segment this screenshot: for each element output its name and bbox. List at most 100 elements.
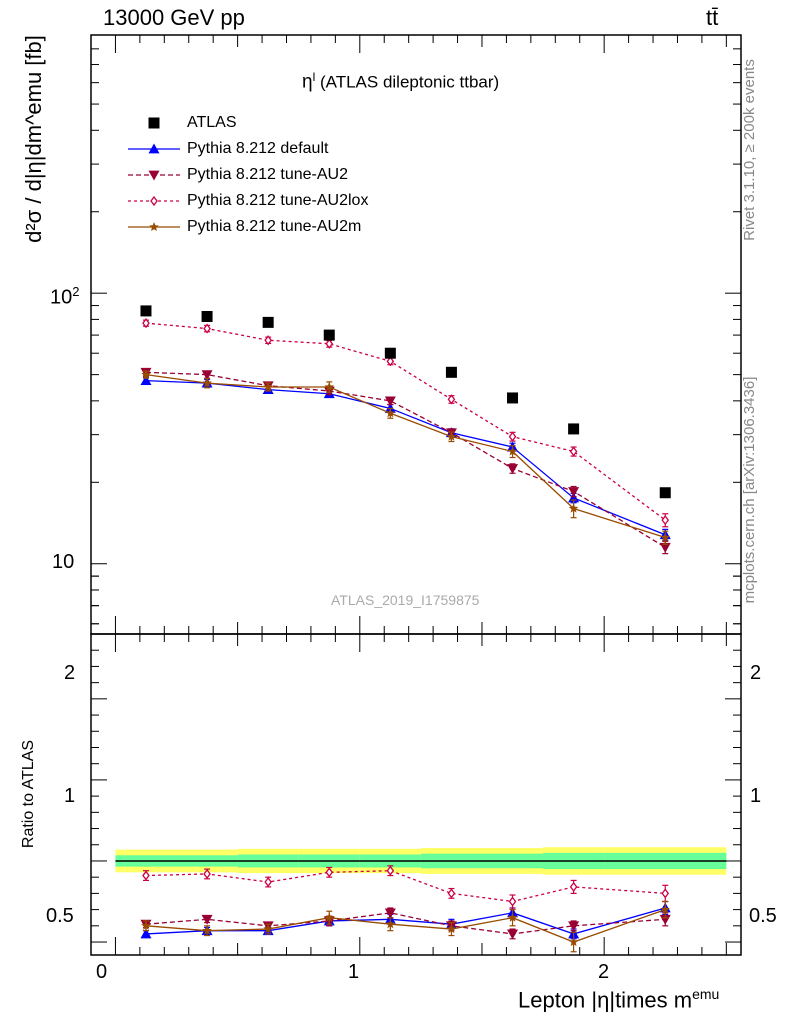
main-point-au2lox: [569, 446, 578, 457]
analysis-watermark: ATLAS_2019_I1759875: [331, 592, 480, 608]
main-point-data: [568, 423, 580, 435]
main-point-au2m: [263, 382, 273, 392]
ratio-point-default: [140, 928, 152, 939]
ratio-line-au2: [145, 912, 666, 935]
main-point-au2m: [385, 408, 396, 418]
ratio-point-au2: [568, 921, 580, 932]
ratio-point-au2lox: [386, 865, 395, 876]
ratio-point-au2m: [568, 937, 579, 947]
ratio-plot-frame: [90, 633, 742, 956]
main-point-au2: [568, 487, 580, 497]
main-point-au2lox: [142, 318, 150, 329]
ratio-point-au2m: [324, 912, 335, 922]
main-point-data: [445, 366, 457, 378]
main-point-au2m: [141, 369, 151, 379]
main-point-au2m: [568, 503, 579, 513]
legend-entry-au2m: Pythia 8.212 tune-AU2m: [187, 218, 361, 236]
ratio-y-tick-2-right-text: 2: [750, 662, 762, 684]
main-line-au2lox: [145, 322, 666, 521]
legend-marker-au2: [148, 170, 160, 181]
main-point-data: [384, 347, 396, 359]
ratio-point-au2: [201, 914, 213, 925]
y-tick-label-10: 10: [52, 551, 74, 574]
ratio-y-tick-05-right-text: 0.5: [749, 905, 777, 927]
plot-title-sup: l: [312, 70, 316, 84]
ratio-point-au2m: [202, 925, 212, 935]
legend-marker-data: [148, 117, 160, 129]
main-point-au2m: [202, 378, 212, 388]
ratio-point-au2: [507, 929, 519, 940]
main-point-au2m: [446, 431, 457, 441]
ratio-point-au2m: [446, 924, 457, 934]
main-point-au2lox: [661, 515, 670, 526]
ratio-y-tick-2-left-text: 2: [64, 662, 76, 684]
x-tick-label-2: 2: [598, 961, 609, 984]
x-axis-label-text: Lepton |η|times m: [518, 987, 693, 1013]
ratio-point-au2lox: [569, 881, 578, 892]
ratio-y-tick-1-right-text: 1: [750, 785, 762, 807]
legend-marker-au2lox: [150, 195, 158, 207]
main-point-data: [659, 487, 671, 499]
main-point-default: [140, 375, 152, 386]
main-point-au2lox: [386, 356, 395, 367]
process-label: tt̄: [706, 5, 719, 30]
plot-title: ηl (ATLAS dileptonic ttbar): [302, 70, 499, 94]
plot-title-eta: η: [302, 71, 313, 93]
ratio-y-tick-05-left-text: 0.5: [46, 905, 74, 927]
main-point-au2: [201, 370, 213, 381]
main-point-au2lox: [447, 394, 456, 405]
legend-entry-au2lox: Pythia 8.212 tune-AU2lox: [187, 192, 368, 210]
ratio-point-au2lox: [508, 896, 517, 907]
plot-title-rest: (ATLAS dileptonic ttbar): [315, 72, 500, 92]
main-line-au2m: [145, 373, 666, 539]
main-point-au2: [384, 396, 396, 407]
main-point-au2lox: [264, 335, 272, 346]
legend-label-atlas: ATLAS: [187, 114, 237, 131]
main-point-au2m: [324, 382, 335, 392]
legend-label-au2: Pythia 8.212 tune-AU2: [187, 166, 348, 183]
legend-label-default: Pythia 8.212 default: [187, 140, 329, 157]
ratio-point-au2m: [141, 920, 151, 930]
ratio-y-tick-1-left: 1: [64, 785, 75, 808]
legend-entry-au2: Pythia 8.212 tune-AU2: [187, 166, 348, 184]
ratio-y-tick-05-right: 0.5: [749, 905, 777, 928]
x-tick-label-0: 0: [96, 961, 107, 984]
ratio-point-au2m: [507, 912, 518, 922]
legend-marker-au2m: [149, 222, 159, 232]
ratio-point-au2lox: [264, 876, 272, 888]
ratio-line-au2lox: [145, 870, 666, 903]
ratio-point-au2m: [385, 919, 396, 929]
legend-entry-atlas: ATLAS: [187, 114, 237, 132]
x-tick-1-text: 1: [348, 961, 360, 983]
ratio-point-au2lox: [325, 867, 334, 878]
main-point-data: [201, 311, 213, 323]
x-tick-label-1: 1: [348, 961, 359, 984]
ratio-point-au2lox: [447, 888, 456, 899]
main-point-au2: [507, 464, 519, 474]
legend-entry-default: Pythia 8.212 default: [187, 140, 328, 158]
main-point-au2: [659, 542, 671, 553]
ratio-y-tick-1-right: 1: [750, 785, 761, 808]
main-line-au2: [145, 371, 666, 548]
y-tick-100-text: 10: [50, 286, 73, 309]
main-point-au2m: [507, 446, 518, 456]
x-tick-2-text: 2: [598, 961, 610, 983]
main-point-data: [323, 329, 335, 341]
ratio-line-au2m: [145, 908, 666, 943]
ratio-point-au2lox: [661, 888, 670, 899]
ratio-y-tick-2-left: 2: [64, 662, 75, 685]
legend-label-au2lox: Pythia 8.212 tune-AU2lox: [187, 192, 369, 209]
ratio-point-au2lox: [142, 870, 150, 881]
y-tick-100-sup: 2: [72, 284, 80, 299]
x-axis-label-sup: emu: [692, 986, 720, 1002]
main-point-data: [140, 305, 152, 317]
legend-label-au2m: Pythia 8.212 tune-AU2m: [187, 218, 362, 235]
ratio-point-au2m: [263, 924, 273, 934]
main-line-default: [145, 380, 666, 536]
legend-marker-default: [148, 143, 160, 154]
ratio-y-tick-05-left: 0.5: [46, 905, 74, 928]
ratio-y-tick-1-left-text: 1: [64, 785, 76, 807]
main-point-au2lox: [203, 323, 211, 334]
collision-label: 13000 GeV pp: [103, 5, 245, 30]
